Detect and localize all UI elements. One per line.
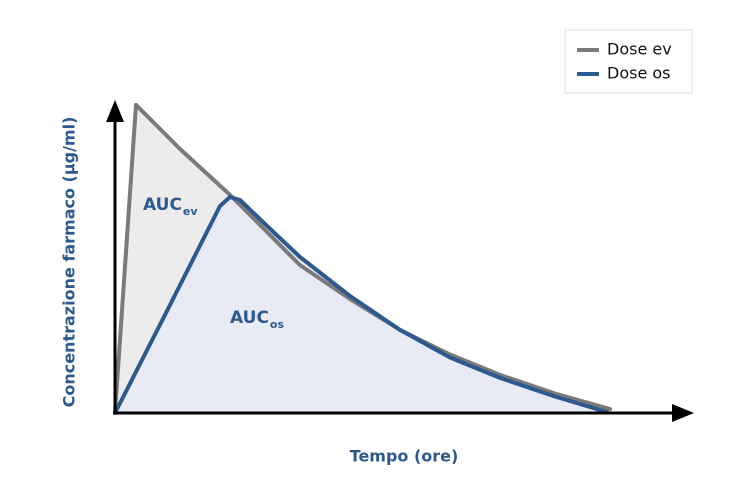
annotation: AUC <box>230 308 269 328</box>
annotation: AUC <box>143 195 182 215</box>
annotation-subscript: ev <box>183 205 198 218</box>
legend-box <box>564 29 693 94</box>
x-axis-title: Tempo (ore) <box>350 447 459 466</box>
areas <box>115 104 610 414</box>
series-line <box>113 102 612 415</box>
legend: Dose ev Dose os <box>577 40 672 83</box>
x-axis-arrow <box>672 404 694 422</box>
series-line <box>113 195 609 415</box>
lines <box>113 102 612 415</box>
legend-label: Dose os <box>607 64 671 83</box>
annotation-subscript: os <box>270 318 285 331</box>
legend-label: Dose ev <box>607 40 672 59</box>
y-axis-arrow <box>106 100 124 122</box>
y-axis-title: Concentrazione farmaco (µg/ml) <box>60 117 79 408</box>
